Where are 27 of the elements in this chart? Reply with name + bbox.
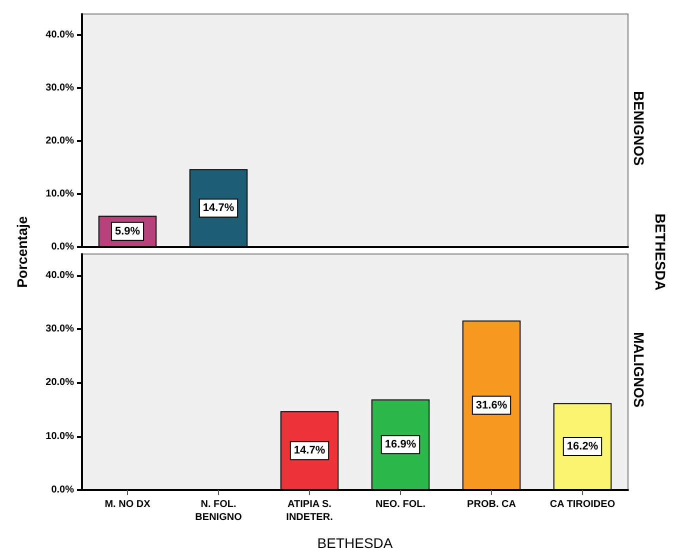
y-tick-label: 10.0% (46, 430, 74, 442)
x-tick-label: M. NO DX (104, 499, 151, 510)
text: MALIGNOS (631, 332, 647, 408)
data-label: 14.7% (294, 444, 326, 457)
x-tick-label: NEO. FOL. (376, 499, 426, 510)
data-label: 14.7% (202, 202, 234, 214)
x-axis-title: BETHESDA (317, 535, 394, 551)
x-tick-label: PROB. CA (467, 499, 516, 510)
text: BENIGNOS (631, 91, 647, 166)
y-tick-label: 20.0% (46, 377, 74, 388)
data-label: 16.9% (384, 438, 416, 451)
y-axis-title: Porcentaje (14, 216, 30, 288)
text: BETHESDA (652, 213, 668, 291)
y-tick-label: 40.0% (46, 30, 74, 41)
y-tick-label: 0.0% (51, 484, 74, 496)
y-tick-label: 20.0% (46, 136, 74, 147)
y-tick-label: 30.0% (46, 324, 74, 335)
x-tick-label: CA TIROIDEO (550, 499, 616, 510)
y-tick-label: 0.0% (51, 242, 74, 252)
y-tick-label: 40.0% (46, 270, 74, 281)
data-label: 16.2% (566, 440, 598, 453)
x-tick-label: ATIPIA S. INDETER. (286, 499, 334, 523)
x-tick-label: N. FOL. BENIGNO (195, 499, 242, 523)
data-label: 5.9% (114, 225, 140, 238)
data-label: 31.6% (476, 399, 508, 412)
y-tick-label: 10.0% (46, 188, 74, 200)
y-tick-label: 30.0% (46, 82, 74, 94)
